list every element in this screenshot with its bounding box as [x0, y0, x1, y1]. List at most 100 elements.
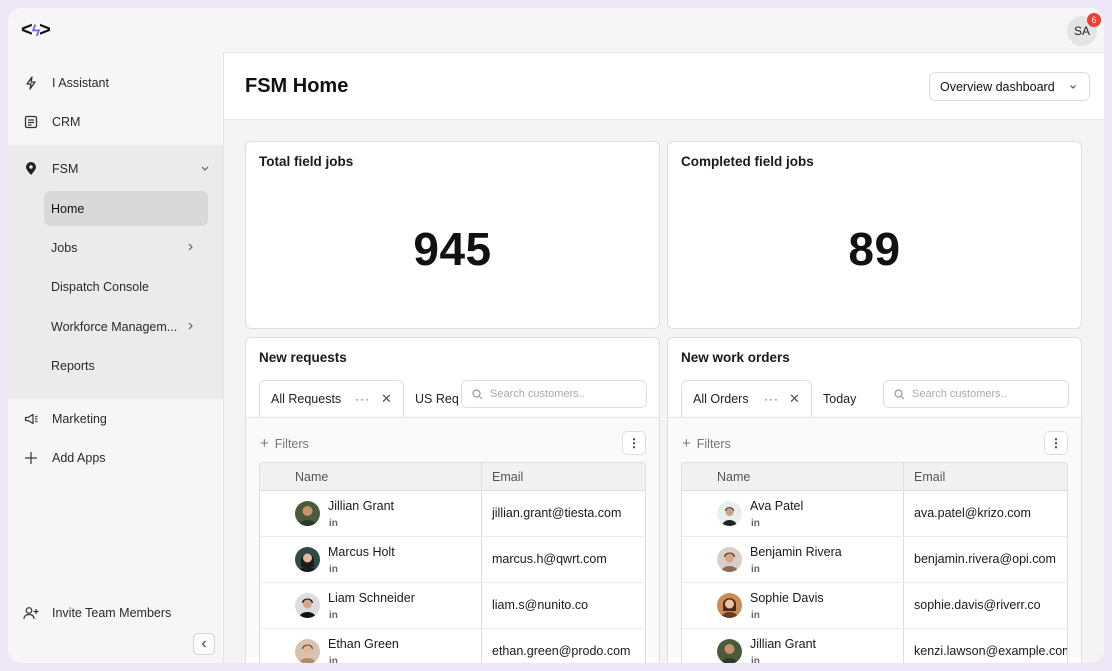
table-menu-button[interactable]: ⋮ [622, 431, 646, 455]
app-logo[interactable]: <ϟ> [21, 19, 51, 41]
user-avatar[interactable]: SA 6 [1067, 13, 1101, 46]
sidebar-item-invite[interactable]: Invite Team Members [8, 595, 223, 631]
table-row[interactable]: Ava Patel in ava.patel@krizo.com [682, 491, 1067, 537]
orders-table: Name Email Ava Patel in ava.patel@krizo.… [681, 462, 1068, 663]
megaphone-icon [23, 411, 39, 427]
kebab-icon: ⋮ [1050, 436, 1062, 450]
linkedin-icon[interactable]: in [329, 518, 338, 529]
card-title: Completed field jobs [681, 154, 814, 169]
table-row[interactable]: Sophie Davis in sophie.davis@riverr.co [682, 583, 1067, 629]
search-input[interactable]: Search customers.. [883, 380, 1069, 408]
column-header-email[interactable]: Email [914, 470, 946, 484]
sidebar-item-fsm[interactable]: FSM [8, 151, 223, 187]
linkedin-icon[interactable]: in [329, 564, 338, 575]
tab-today[interactable]: Today [812, 380, 872, 417]
sidebar-subitem-workforce[interactable]: Workforce Managem... [44, 309, 208, 344]
linkedin-icon[interactable]: in [751, 656, 760, 663]
search-input[interactable]: Search customers.. [461, 380, 647, 408]
main-content: FSM Home Overview dashboard Total field … [223, 52, 1104, 663]
chevron-down-icon [1070, 85, 1076, 89]
row-name: Liam Schneider [328, 591, 415, 605]
avatar [717, 593, 742, 618]
column-header-email[interactable]: Email [492, 470, 524, 484]
table-menu-button[interactable]: ⋮ [1044, 431, 1068, 455]
row-name: Marcus Holt [328, 545, 395, 559]
tab-label: US Req [415, 391, 459, 406]
row-email: ethan.green@prodo.com [492, 644, 631, 658]
row-name: Jillian Grant [328, 499, 394, 513]
new-requests-panel: New requests All Requests ··· ✕ US Req S… [245, 337, 660, 663]
filters-button[interactable]: + Filters [682, 435, 731, 452]
filters-button[interactable]: + Filters [260, 435, 309, 452]
close-icon[interactable]: ✕ [789, 391, 800, 406]
table-header: Name Email [260, 463, 645, 491]
panel-title: New requests [259, 350, 347, 365]
linkedin-icon[interactable]: in [751, 610, 760, 621]
chevron-left-icon [201, 640, 206, 648]
sidebar-item-marketing[interactable]: Marketing [8, 401, 223, 437]
sidebar-subitem-home[interactable]: Home [44, 191, 208, 226]
plus-icon [23, 450, 39, 466]
table-row[interactable]: Marcus Holt in marcus.h@qwrt.com [260, 537, 645, 583]
row-email: ava.patel@krizo.com [914, 506, 1031, 520]
table-row[interactable]: Ethan Green in ethan.green@prodo.com [260, 629, 645, 663]
sidebar-item-label: I Assistant [52, 76, 109, 90]
sidebar-subitem-label: Workforce Managem... [51, 319, 178, 334]
tab-all-requests[interactable]: All Requests ··· ✕ [259, 380, 404, 417]
table-row[interactable]: Jillian Grant in jillian.grant@tiesta.co… [260, 491, 645, 537]
collapse-sidebar-button[interactable] [193, 633, 215, 655]
completed-jobs-card: Completed field jobs 89 [667, 141, 1082, 329]
avatar [295, 547, 320, 572]
dashboard-select[interactable]: Overview dashboard [929, 72, 1090, 101]
requests-table-area: + Filters ⋮ Name Email Jillian Grant in [246, 417, 659, 663]
top-bar: <ϟ> SA 6 [8, 8, 1104, 52]
row-email: sophie.davis@riverr.co [914, 598, 1041, 612]
chevron-right-icon [188, 243, 193, 251]
table-row[interactable]: Liam Schneider in liam.s@nunito.co [260, 583, 645, 629]
search-placeholder: Search customers.. [490, 388, 585, 400]
sidebar-item-label: CRM [52, 115, 81, 129]
linkedin-icon[interactable]: in [329, 656, 338, 663]
logo-bolt-icon: ϟ [31, 23, 41, 40]
linkedin-icon[interactable]: in [329, 610, 338, 621]
sidebar-subitem-label: Home [51, 201, 85, 216]
sidebar-subitem-dispatch-console[interactable]: Dispatch Console [44, 269, 208, 304]
search-placeholder: Search customers.. [912, 388, 1007, 400]
sidebar-subitem-reports[interactable]: Reports [44, 348, 208, 383]
sidebar-item-add-apps[interactable]: Add Apps [8, 440, 223, 476]
dashboard-select-value: Overview dashboard [940, 79, 1055, 94]
table-row[interactable]: Jillian Grant in kenzi.lawson@example.co… [682, 629, 1067, 663]
chevron-down-icon [201, 166, 209, 171]
row-name: Benjamin Rivera [750, 545, 842, 559]
row-name: Sophie Davis [750, 591, 824, 605]
column-divider [481, 491, 482, 536]
more-icon[interactable]: ··· [764, 392, 779, 406]
table-row[interactable]: Benjamin Rivera in benjamin.rivera@opi.c… [682, 537, 1067, 583]
sidebar-subitem-jobs[interactable]: Jobs [44, 230, 208, 265]
card-title: Total field jobs [259, 154, 354, 169]
kebab-icon: ⋮ [628, 436, 640, 450]
row-name: Ethan Green [328, 637, 399, 651]
row-email: kenzi.lawson@example.com [914, 644, 1068, 658]
sidebar-subitem-label: Dispatch Console [51, 279, 149, 294]
more-icon[interactable]: ··· [355, 392, 370, 406]
sidebar-item-label: Invite Team Members [52, 606, 172, 620]
sidebar-item-label: FSM [52, 162, 79, 176]
tab-all-orders[interactable]: All Orders ··· ✕ [681, 380, 812, 417]
column-header-name[interactable]: Name [295, 470, 329, 484]
close-icon[interactable]: ✕ [381, 391, 392, 406]
page-header: FSM Home Overview dashboard [224, 52, 1104, 120]
linkedin-icon[interactable]: in [751, 518, 760, 529]
sidebar-item-crm[interactable]: CRM [8, 104, 223, 140]
column-divider [903, 537, 904, 582]
tab-us-requests[interactable]: US Req [404, 380, 464, 417]
sidebar-item-assistant[interactable]: I Assistant [8, 65, 223, 101]
avatar [295, 639, 320, 663]
linkedin-icon[interactable]: in [751, 564, 760, 575]
column-header-name[interactable]: Name [717, 470, 751, 484]
column-divider [481, 537, 482, 582]
add-user-icon [23, 605, 39, 621]
sidebar-item-label: Add Apps [52, 451, 106, 465]
column-divider [903, 463, 904, 490]
app-window: <ϟ> SA 6 I Assistant CRM FSM [8, 8, 1104, 663]
